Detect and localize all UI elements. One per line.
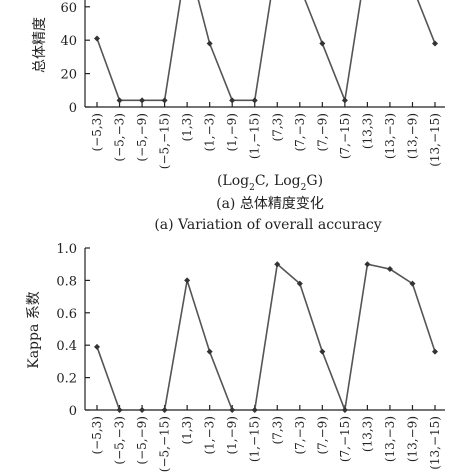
kappa-x-tick-label: (−5,−15) [158,416,172,472]
accuracy-x-tick-label: (−5,3) [90,113,104,152]
kappa-x-tick-label: (−5,−3) [113,416,127,465]
accuracy-y-axis-label: 总体精度 [32,17,48,73]
kappa-y-tick-label: 0 [69,404,77,419]
kappa-chart: 0 0.2 0.4 0.6 0.8 1.0 (−5,3) (−5,−3) (−5,−9) (−5… [26,242,445,472]
accuracy-x-axis-label: (Log2C, Log2G) [217,173,323,193]
kappa-x-tick-label: (7,−15) [338,416,352,462]
kappa-data-point [319,348,326,355]
kappa-x-tick-label: (−5,−9) [135,416,149,465]
accuracy-x-tick-label: (13,3) [360,113,374,149]
accuracy-y-tick-label: 60 [60,1,77,16]
accuracy-x-tick-label: (1,3) [180,113,194,141]
kappa-x-tick-label: (13,−9) [405,416,419,462]
kappa-x-tick-label: (1,−3) [203,416,217,455]
kappa-y-axis-label: Kappa 系数 [26,291,42,369]
kappa-y-tick-label: 1.0 [56,242,77,257]
accuracy-data-point [94,35,100,42]
kappa-data-point [116,407,123,413]
kappa-data-point [229,407,236,413]
accuracy-x-tick-label: (13,−9) [405,113,419,159]
kappa-data-point [206,348,213,355]
accuracy-x-tick-label: (7,−9) [315,113,329,152]
accuracy-data-point [432,40,438,47]
kappa-x-tick-label: (1,−15) [248,416,262,462]
kappa-x-tick-label: (7,−9) [315,416,329,455]
kappa-data-point [161,407,168,413]
accuracy-chart: 0 20 40 60 (−5,3) (−5,−3) (−5,−9) (−5,−15) (1,3… [32,0,445,233]
kappa-data-point [184,277,191,284]
kappa-y-tick-label: 0.2 [56,372,77,387]
kappa-data-point [409,280,416,287]
kappa-x-tick-label: (1,3) [180,416,194,444]
kappa-data-point [251,407,258,413]
kappa-data-point [296,280,303,287]
accuracy-y-tick-label: 40 [60,34,77,49]
accuracy-x-tick-label: (−5,−3) [113,113,127,162]
kappa-x-tick-label: (13,3) [360,416,374,452]
accuracy-x-tick-label: (1,−15) [248,113,262,159]
accuracy-caption-cn: (a) 总体精度变化 [216,196,324,212]
kappa-data-point [432,348,438,355]
accuracy-x-tick-label: (13,−15) [428,113,442,167]
accuracy-data-point [319,40,326,47]
accuracy-data-point [251,97,258,104]
kappa-y-tick-label: 0.6 [56,307,77,322]
kappa-x-tick-label: (−5,3) [90,416,104,455]
accuracy-data-point [116,97,123,104]
kappa-series-line [96,262,436,414]
accuracy-x-tick-label: (1,−3) [203,113,217,152]
accuracy-x-tick-label: (7,3) [270,113,284,141]
kappa-x-tick-label: (13,−15) [428,416,442,470]
kappa-data-point [386,266,393,273]
accuracy-data-point [229,97,236,104]
kappa-y-tick-label: 0.8 [56,274,77,289]
accuracy-data-point [341,97,348,104]
accuracy-y-tick-label: 20 [60,68,77,83]
kappa-x-tick-label: (7,−3) [293,416,307,455]
accuracy-x-tick-label: (1,−9) [225,113,239,152]
kappa-data-point [364,261,371,268]
kappa-data-point [341,407,348,413]
accuracy-x-tick-label: (7,−3) [293,113,307,152]
accuracy-caption-en: (a) Variation of overall accuracy [154,217,381,233]
kappa-x-tick-label: (13,−3) [383,416,397,462]
kappa-data-point [274,261,281,268]
kappa-data-point [139,407,146,413]
accuracy-data-point [206,40,213,47]
kappa-x-tick-label: (7,3) [270,416,284,444]
accuracy-series-line [96,0,436,104]
kappa-y-tick-label: 0.4 [56,339,77,354]
accuracy-x-tick-label: (13,−3) [383,113,397,159]
kappa-data-point [94,343,100,350]
accuracy-x-tick-label: (−5,−9) [135,113,149,162]
accuracy-data-point [139,97,146,104]
kappa-x-tick-label: (1,−9) [225,416,239,455]
accuracy-y-tick-label: 0 [69,101,77,116]
accuracy-data-point [161,97,168,104]
accuracy-x-tick-label: (−5,−15) [158,113,172,169]
accuracy-x-tick-label: (7,−15) [338,113,352,159]
